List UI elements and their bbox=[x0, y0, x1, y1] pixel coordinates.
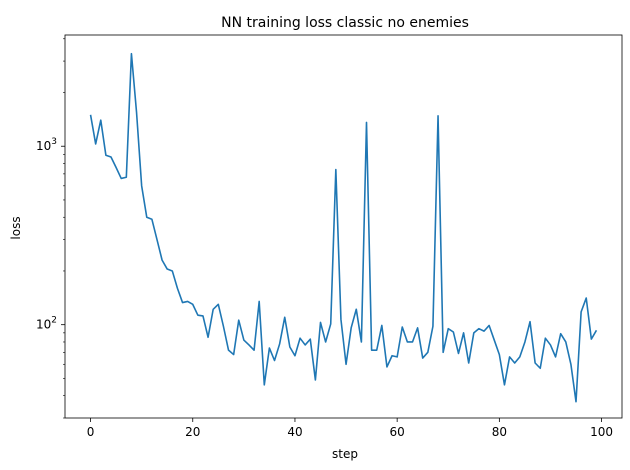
x-tick-label: 0 bbox=[87, 425, 95, 439]
y-tick-label: 103 bbox=[36, 137, 57, 153]
plot-area-border bbox=[64, 34, 623, 419]
x-axis-ticks: 0 20 40 60 80 100 bbox=[87, 418, 613, 439]
x-axis-label: step bbox=[332, 447, 358, 461]
loss-series-line-0 bbox=[89, 52, 598, 403]
x-tick-label: 100 bbox=[590, 425, 613, 439]
y-tick-label: 102 bbox=[36, 316, 57, 332]
x-tick-label: 40 bbox=[287, 425, 302, 439]
x-tick-label: 20 bbox=[185, 425, 200, 439]
y-axis-label: loss bbox=[9, 216, 23, 239]
chart-title: NN training loss classic no enemies bbox=[221, 15, 469, 31]
y-axis-minor-ticks bbox=[63, 38, 65, 419]
plot-frame bbox=[64, 34, 623, 419]
series-layer bbox=[89, 52, 598, 403]
x-tick-label: 60 bbox=[390, 425, 405, 439]
x-tick-label: 80 bbox=[492, 425, 507, 439]
y-axis-ticks: 102 103 bbox=[36, 137, 65, 332]
